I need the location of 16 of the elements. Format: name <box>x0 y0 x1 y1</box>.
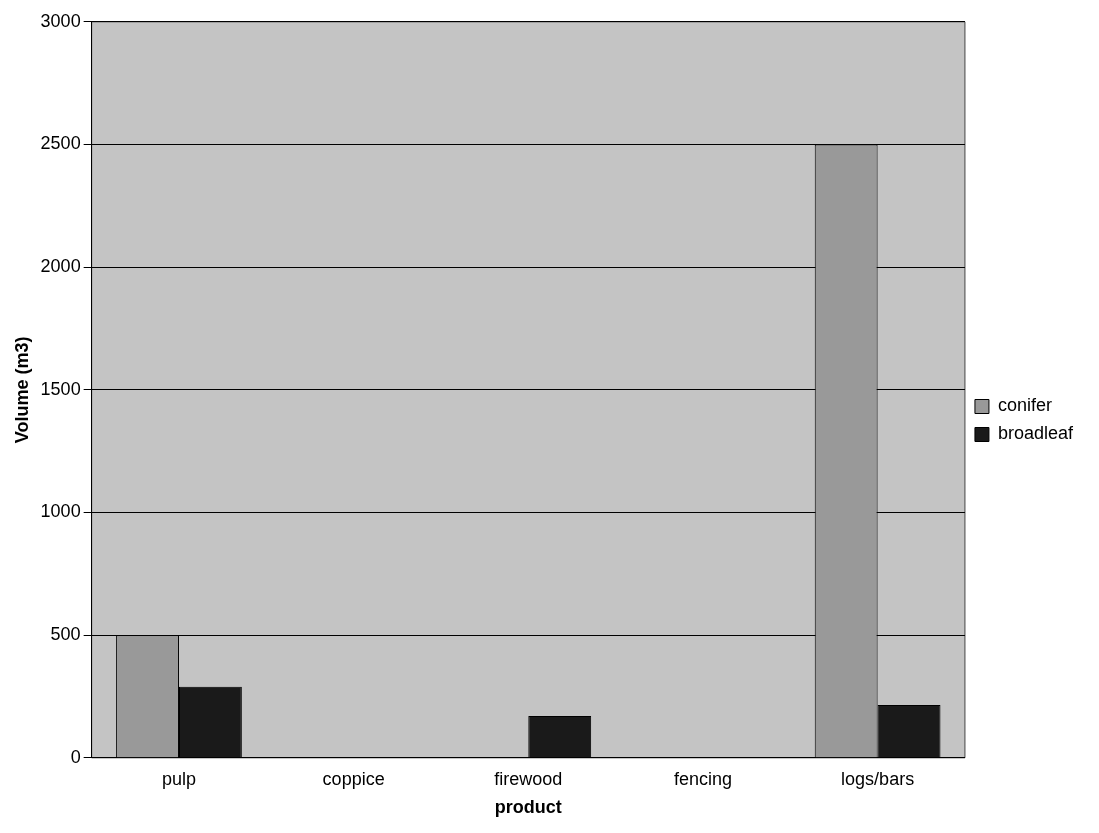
y-tick-label: 0 <box>70 746 81 767</box>
x-tick-label: pulp <box>161 768 196 789</box>
x-tick-label: firewood <box>494 768 563 789</box>
x-tick-label: fencing <box>673 768 732 789</box>
y-tick-label: 3000 <box>40 10 81 31</box>
y-tick-label: 2500 <box>40 133 81 154</box>
x-axis-title: product <box>494 797 562 818</box>
y-tick-label: 1500 <box>40 378 81 399</box>
x-tick-label: coppice <box>322 768 385 789</box>
legend-label: broadleaf <box>997 423 1074 444</box>
legend-label: conifer <box>997 395 1052 416</box>
y-axis-title: Volume (m3) <box>11 336 32 444</box>
y-tick-label: 1000 <box>40 501 81 522</box>
x-tick-label: logs/bars <box>841 768 915 789</box>
y-tick-label: 2000 <box>40 256 81 277</box>
y-tick-label: 500 <box>50 624 81 645</box>
